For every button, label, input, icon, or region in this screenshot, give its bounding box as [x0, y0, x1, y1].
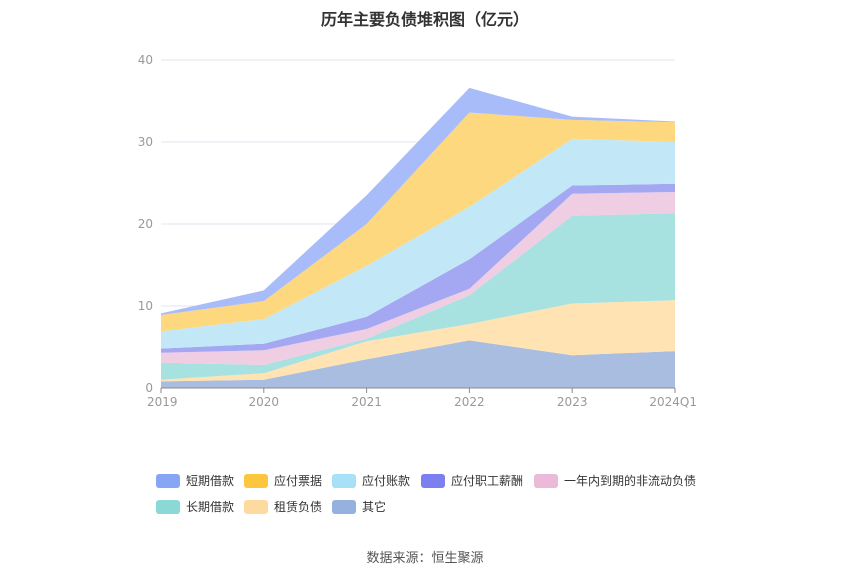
legend-swatch [244, 499, 268, 514]
legend-swatch [156, 499, 180, 514]
x-tick-label: 2019 [147, 395, 178, 409]
legend-swatch [244, 473, 268, 488]
legend-label: 其它 [362, 500, 387, 514]
y-tick-label: 0 [145, 381, 153, 395]
legend-label: 租赁负债 [274, 500, 323, 514]
legend-item-accounts-payable[interactable]: 应付账款 [332, 472, 410, 489]
x-tick-label: 2021 [351, 395, 382, 409]
x-tick-label: 2020 [249, 395, 280, 409]
source-label: 数据来源： [366, 551, 432, 566]
legend-label: 一年内到期的非流动负债 [564, 474, 697, 488]
legend-item-short-term-loans[interactable]: 短期借款 [156, 472, 234, 489]
legend-swatch [156, 473, 180, 488]
legend-item-employee-payable[interactable]: 应付职工薪酬 [421, 472, 523, 489]
legend-label: 短期借款 [186, 474, 235, 488]
legend-item-long-term-loans[interactable]: 长期借款 [156, 498, 234, 515]
area-series-0 [161, 340, 675, 388]
legend-swatch [421, 473, 445, 488]
legend-label: 应付票据 [274, 474, 323, 488]
area-series-3 [161, 192, 675, 365]
legend-item-other[interactable]: 其它 [332, 498, 386, 515]
legend-swatch [332, 473, 356, 488]
legend-item-lease-liabilities[interactable]: 租赁负债 [244, 498, 322, 515]
y-tick-label: 40 [138, 53, 153, 67]
legend-swatch [332, 499, 356, 514]
legend-item-current-noncurrent-liabilities[interactable]: 一年内到期的非流动负债 [534, 472, 696, 489]
y-tick-label: 10 [138, 299, 153, 313]
area-series-5 [161, 138, 675, 349]
legend-label: 长期借款 [186, 500, 235, 514]
y-tick-label: 20 [138, 217, 153, 231]
area-series-2 [161, 213, 675, 380]
source-value: 恒生聚源 [431, 551, 484, 566]
area-series-1 [161, 300, 675, 382]
area-series [161, 87, 675, 388]
chart-title: 历年主要负债堆积图（亿元） [320, 10, 529, 29]
x-tick-label: 2024Q1 [649, 395, 697, 409]
x-tick-label: 2022 [454, 395, 485, 409]
legend-label: 应付职工薪酬 [451, 474, 524, 488]
axes: 0 10 20 30 40 2019 2020 2021 2022 2023 2024Q1 [138, 53, 697, 409]
legend-label: 应付账款 [362, 474, 411, 488]
x-tick-label: 2023 [557, 395, 588, 409]
legend-item-notes-payable[interactable]: 应付票据 [244, 472, 322, 489]
y-tick-label: 30 [138, 135, 153, 149]
data-source: 数据来源：恒生聚源 [0, 547, 850, 566]
legend-swatch [534, 473, 558, 488]
area-series-6 [161, 112, 675, 332]
